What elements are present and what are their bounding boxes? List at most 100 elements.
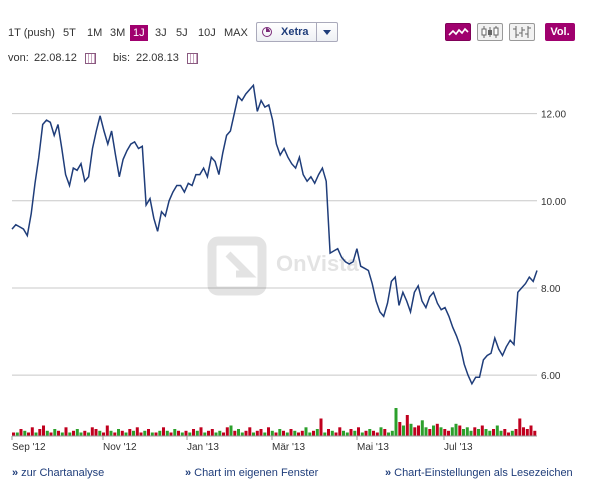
range-5j-button[interactable]: 5J — [176, 27, 188, 39]
volume-bar — [330, 430, 334, 437]
ohlc-chart-button[interactable] — [509, 23, 535, 41]
volume-bar — [38, 429, 42, 436]
volume-bar — [327, 429, 330, 436]
volume-bar — [30, 427, 34, 437]
volume-bar — [480, 425, 484, 436]
chart-analysis-link[interactable]: » zur Chartanalyse — [12, 467, 105, 479]
volume-bar — [139, 432, 143, 436]
from-date-value[interactable]: 22.08.12 — [34, 52, 77, 64]
volume-bar — [387, 432, 390, 436]
volume-bar — [27, 432, 30, 436]
volume-bar — [90, 427, 94, 437]
x-tick-label: Nov '12 — [103, 442, 137, 453]
volume-bar — [49, 432, 53, 436]
volume-bar — [79, 432, 83, 436]
range-3j-button[interactable]: 3J — [155, 27, 167, 39]
volume-bar — [413, 427, 417, 437]
volume-bar — [278, 429, 282, 436]
chart-y-tick-labels: 6.00 8.00 10.00 12.00 — [541, 110, 566, 383]
volume-bar — [435, 423, 439, 437]
volume-bar — [447, 430, 450, 437]
volume-bar — [308, 432, 312, 436]
volume-bar — [409, 423, 413, 437]
volume-bar — [349, 429, 353, 436]
volume-bar — [510, 430, 514, 437]
chart-bookmark-link[interactable]: » Chart-Einstellungen als Lesezeichen — [385, 467, 573, 479]
chart-x-ticks: Sep '12 Nov '12 Jan '13 Mär '13 Mai '13 Jul '… — [11, 436, 473, 453]
range-1m-button[interactable]: 1M — [87, 27, 103, 39]
volume-bar — [484, 429, 488, 436]
range-3m-button[interactable]: 3M — [110, 27, 126, 39]
volume-bar — [375, 432, 379, 436]
volume-bar — [68, 432, 72, 436]
y-tick-label: 10.00 — [541, 197, 566, 208]
to-date-value[interactable]: 22.08.13 — [136, 52, 179, 64]
chevron-down-icon[interactable] — [316, 23, 337, 41]
volume-bar — [222, 432, 225, 436]
volume-bar — [263, 432, 267, 436]
volume-bar — [477, 429, 480, 436]
x-tick-label: Mai '13 — [357, 442, 389, 453]
chart-gridlines — [12, 113, 537, 376]
price-chart[interactable]: 6.00 8.00 10.00 12.00 OnVista Sep '12 Nov '1… — [0, 70, 589, 455]
volume-bar — [499, 430, 503, 437]
volume-bar — [45, 430, 49, 437]
range-1j-button[interactable]: 1J — [130, 25, 148, 41]
volume-bar — [132, 430, 135, 437]
calendar-icon[interactable] — [85, 53, 96, 64]
volume-bar — [529, 425, 533, 436]
candlestick-chart-button[interactable] — [477, 23, 503, 41]
volume-bar — [319, 418, 323, 436]
line-chart-button[interactable] — [445, 23, 471, 41]
volume-bar — [158, 430, 162, 437]
volume-bar — [180, 432, 184, 436]
volume-bar — [507, 432, 510, 436]
volume-bar — [488, 430, 492, 437]
volume-bar — [353, 430, 357, 437]
volume-bar — [450, 427, 454, 437]
volume-bar — [12, 432, 15, 436]
exchange-select[interactable]: Xetra — [256, 22, 338, 42]
range-10j-button[interactable]: 10J — [198, 27, 216, 39]
volume-bar — [135, 427, 139, 437]
clock-icon — [262, 27, 272, 37]
volume-bar — [345, 432, 349, 436]
volume-bar — [98, 430, 102, 437]
volume-bar — [218, 430, 222, 437]
calendar-icon[interactable] — [187, 53, 198, 64]
volume-bar — [64, 427, 68, 437]
range-1t-button[interactable]: 1T (push) — [8, 27, 55, 39]
volume-bar — [364, 430, 368, 437]
volume-bar — [274, 432, 278, 436]
range-max-button[interactable]: MAX — [224, 27, 248, 39]
volume-bar — [390, 430, 394, 437]
volume-bar — [57, 430, 60, 437]
x-tick-label: Jul '13 — [444, 442, 473, 453]
volume-bar — [94, 429, 98, 436]
volume-bar — [203, 432, 207, 436]
volume-bar — [503, 429, 507, 436]
volume-bar — [439, 427, 443, 437]
volume-bar — [210, 429, 214, 436]
volume-bar — [15, 432, 19, 436]
volume-bar — [214, 432, 218, 436]
volume-bar — [177, 430, 180, 437]
range-5t-button[interactable]: 5T — [63, 27, 76, 39]
volume-bar — [207, 430, 210, 437]
chart-new-window-link[interactable]: » Chart im eigenen Fenster — [185, 467, 319, 479]
volume-bar — [184, 430, 188, 437]
y-tick-label: 6.00 — [541, 371, 561, 382]
double-arrow-icon: » — [12, 467, 19, 479]
volume-bar — [289, 429, 293, 436]
volume-bar — [315, 429, 319, 436]
volume-bar — [304, 427, 308, 437]
volume-bar — [192, 429, 195, 436]
volume-bar — [469, 430, 473, 437]
volume-bar — [240, 432, 244, 436]
double-arrow-icon: » — [185, 467, 192, 479]
volume-bar — [495, 425, 499, 436]
volume-bar — [83, 430, 87, 437]
volume-toggle-button[interactable]: Vol. — [545, 23, 575, 41]
volume-bar — [424, 427, 428, 437]
volume-bar — [113, 432, 117, 436]
